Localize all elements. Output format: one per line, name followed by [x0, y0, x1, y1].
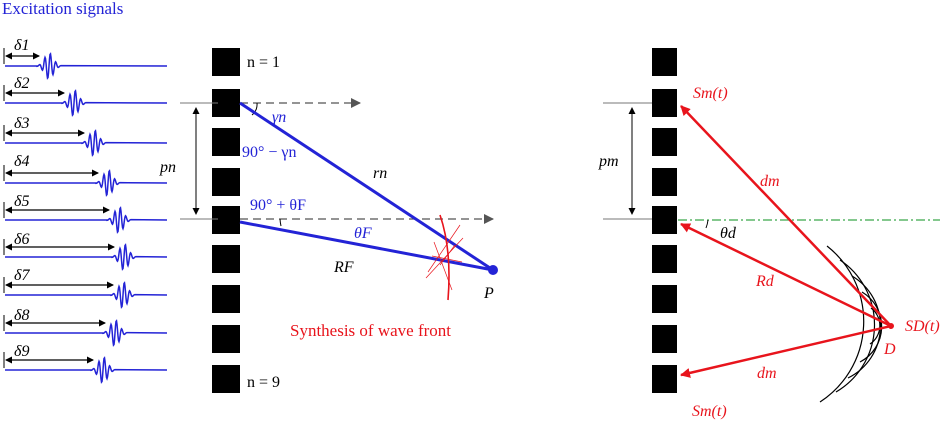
signal-waveform — [5, 319, 168, 347]
label-sm-bottom: Sm(t) — [692, 403, 727, 420]
label-rf: RF — [333, 259, 354, 276]
delta-label: δ5 — [14, 193, 29, 210]
delta-label: δ7 — [14, 267, 30, 284]
right-transducer — [652, 285, 677, 313]
label-dm-bottom: dm — [757, 365, 777, 382]
right-transducer — [652, 48, 677, 76]
left-transducer — [212, 168, 240, 196]
left-transducer — [212, 128, 240, 156]
label-d: D — [883, 341, 896, 358]
label-pm: pm — [598, 153, 619, 170]
theta-f-arc — [279, 218, 282, 227]
left-transducer — [212, 365, 240, 393]
right-transducer — [652, 206, 677, 234]
right-transducer — [652, 89, 677, 117]
point-p — [488, 265, 498, 275]
label-90-plus-theta: 90° + θF — [250, 197, 306, 214]
label-theta-f: θF — [354, 225, 372, 242]
signal-waveform — [5, 206, 168, 234]
delta-label: δ9 — [14, 343, 29, 360]
theta-d-arc — [705, 219, 709, 229]
left-transducer — [212, 245, 240, 273]
delta-label: δ4 — [14, 153, 29, 170]
excitation-title: Excitation signals — [2, 0, 123, 18]
signal-waveform — [5, 243, 168, 271]
signal-waveform — [5, 129, 168, 157]
label-synthesis: Synthesis of wave front — [290, 321, 451, 340]
label-rn: rn — [373, 165, 387, 182]
line-rn — [239, 101, 494, 272]
right-transducer — [652, 128, 677, 156]
left-transducer — [212, 285, 240, 313]
label-sm-top: Sm(t) — [693, 85, 728, 102]
arrow-rd — [680, 222, 892, 328]
right-transducer-array — [652, 48, 677, 393]
signal-waveform — [5, 281, 168, 309]
label-n-bottom: n = 9 — [247, 374, 280, 391]
delta-label: δ1 — [14, 37, 29, 54]
label-n-top: n = 1 — [247, 54, 280, 71]
label-gamma: γn — [272, 109, 286, 126]
left-transducer — [212, 48, 240, 76]
signal-waveform — [5, 52, 168, 80]
right-transducer — [652, 365, 677, 393]
label-pn: pn — [159, 159, 176, 176]
signal-waveform — [5, 89, 168, 117]
label-theta-d: θd — [720, 225, 737, 242]
right-transducer — [652, 245, 677, 273]
delta-label: δ8 — [14, 307, 29, 324]
signal-waveform — [5, 356, 168, 384]
left-transducer — [212, 206, 240, 234]
delta-label: δ2 — [14, 75, 29, 92]
label-rd: Rd — [755, 273, 775, 290]
left-transducer-array — [212, 48, 240, 393]
arrow-dm-top — [680, 105, 892, 327]
wavefront-synthesis — [425, 214, 464, 301]
point-d — [888, 323, 894, 329]
right-transducer — [652, 325, 677, 353]
gamma-arc — [251, 102, 258, 116]
line-rf — [239, 220, 494, 272]
delta-label: δ3 — [14, 115, 29, 132]
label-dm-top: dm — [760, 173, 780, 190]
label-sd: SD(t) — [905, 318, 940, 335]
signal-waveform — [5, 169, 168, 197]
arrow-dm-bottom — [680, 324, 892, 378]
label-p: P — [483, 285, 494, 302]
excitation-signals: δ1 δ2 δ3 δ4 δ5 δ6 δ7 δ8 δ9 — [3, 37, 168, 384]
delta-label: δ6 — [14, 231, 29, 248]
left-transducer — [212, 325, 240, 353]
source-wave-arcs — [819, 245, 883, 403]
right-transducer — [652, 168, 677, 196]
label-90-minus-gamma: 90° − γn — [242, 144, 297, 161]
